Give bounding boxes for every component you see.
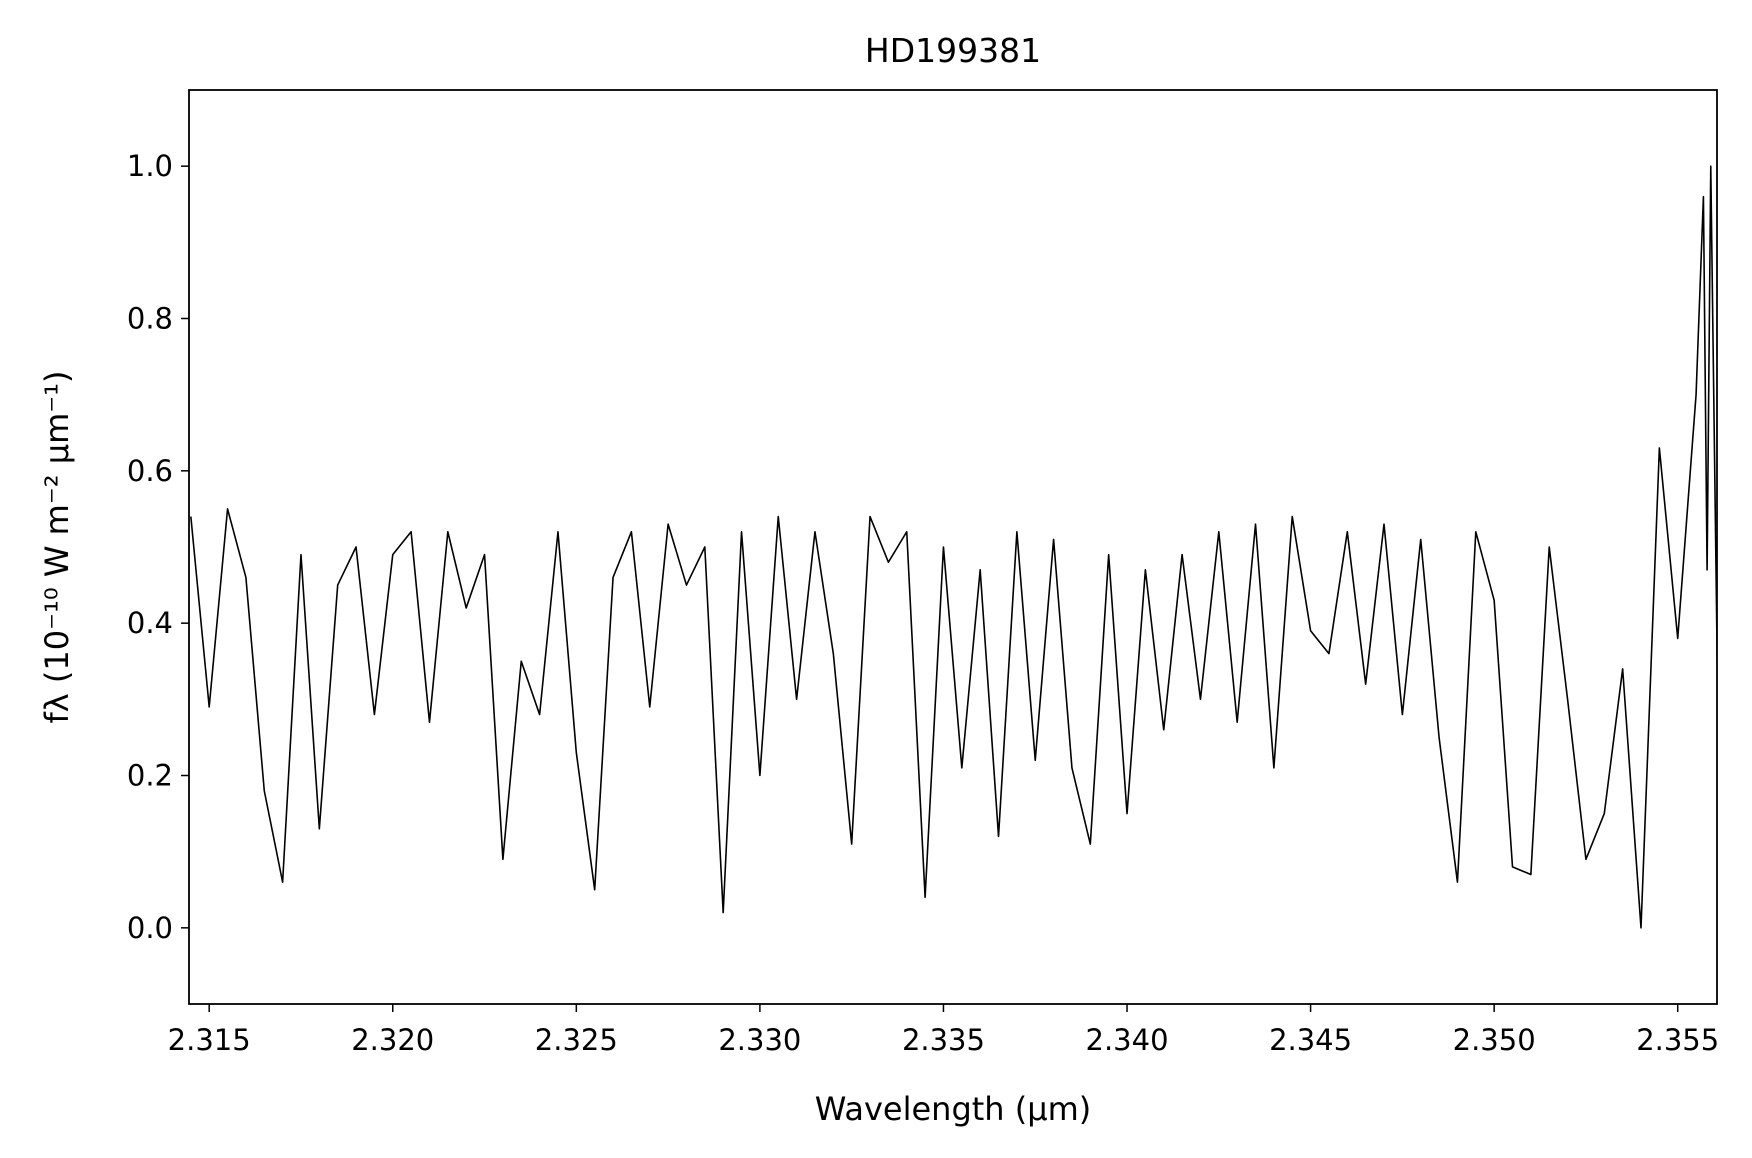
y-axis-label: fλ (10⁻¹⁰ W m⁻² μm⁻¹): [38, 371, 76, 724]
plot-frame: [188, 89, 1718, 1005]
y-tick-label: 0.2: [127, 759, 173, 793]
spectrum-line: [190, 165, 1717, 929]
x-tick-label: 2.320: [351, 1023, 434, 1057]
x-axis-label: Wavelength (μm): [815, 1090, 1092, 1128]
y-tick-label: 0.4: [127, 606, 173, 640]
chart-title: HD199381: [865, 31, 1041, 70]
x-tick-label: 2.350: [1453, 1023, 1536, 1057]
x-tick-label: 2.330: [718, 1023, 801, 1057]
y-tick-label: 1.0: [127, 149, 173, 183]
x-tick-label: 2.325: [535, 1023, 618, 1057]
x-tick-label: 2.355: [1636, 1023, 1719, 1057]
y-tick-label: 0.6: [127, 454, 173, 488]
x-tick-label: 2.340: [1086, 1023, 1169, 1057]
x-tick-label: 2.345: [1269, 1023, 1352, 1057]
y-tick-label: 0.0: [127, 911, 173, 945]
x-tick-label: 2.315: [168, 1023, 251, 1057]
y-tick-label: 0.8: [127, 302, 173, 336]
x-tick-label: 2.335: [902, 1023, 985, 1057]
